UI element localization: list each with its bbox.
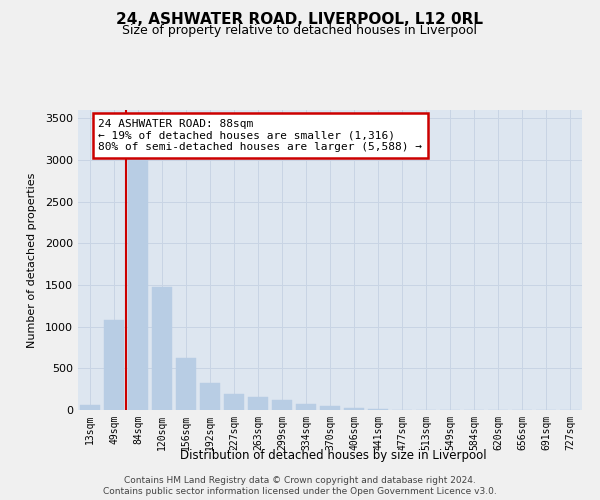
Bar <box>152 286 172 410</box>
Bar <box>344 408 364 410</box>
Bar <box>224 394 244 410</box>
Text: Size of property relative to detached houses in Liverpool: Size of property relative to detached ho… <box>122 24 478 37</box>
Y-axis label: Number of detached properties: Number of detached properties <box>26 172 37 348</box>
Bar <box>104 320 124 410</box>
Bar <box>200 384 220 410</box>
Bar <box>176 358 196 410</box>
Text: 24, ASHWATER ROAD, LIVERPOOL, L12 0RL: 24, ASHWATER ROAD, LIVERPOOL, L12 0RL <box>116 12 484 28</box>
Bar <box>80 406 100 410</box>
Bar <box>272 400 292 410</box>
Text: 24 ASHWATER ROAD: 88sqm
← 19% of detached houses are smaller (1,316)
80% of semi: 24 ASHWATER ROAD: 88sqm ← 19% of detache… <box>98 119 422 152</box>
Text: Contains HM Land Registry data © Crown copyright and database right 2024.: Contains HM Land Registry data © Crown c… <box>124 476 476 485</box>
Text: Contains public sector information licensed under the Open Government Licence v3: Contains public sector information licen… <box>103 488 497 496</box>
Bar <box>296 404 316 410</box>
Bar <box>128 135 148 410</box>
Bar <box>320 406 340 410</box>
Text: Distribution of detached houses by size in Liverpool: Distribution of detached houses by size … <box>179 448 487 462</box>
Bar <box>248 397 268 410</box>
